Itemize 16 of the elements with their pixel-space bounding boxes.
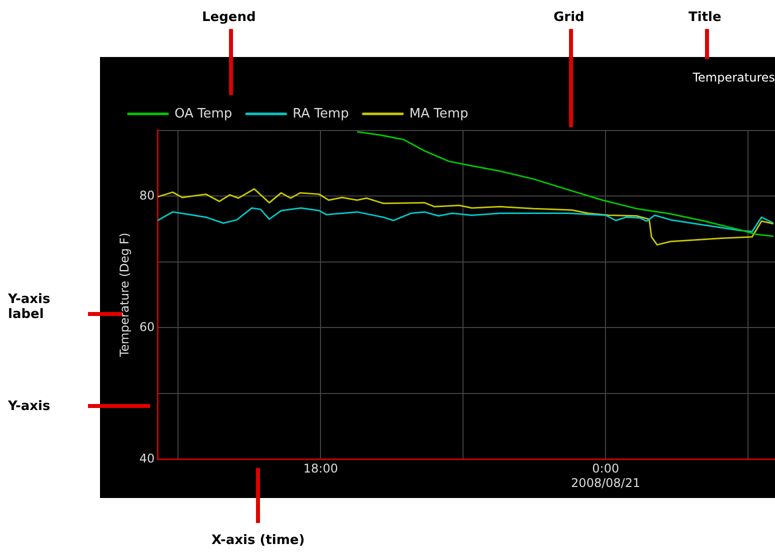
y-tick-label: 60 <box>139 320 155 334</box>
x-tick-label: 18:00 <box>303 462 338 476</box>
legend-label: OA Temp <box>174 106 232 122</box>
text: Legend <box>202 10 256 25</box>
x-tick-label: 0:00 2008/08/21 <box>571 462 640 490</box>
legend-label: RA Temp <box>292 106 349 122</box>
y-axis-title: Temperature (Deg F) <box>117 232 132 358</box>
text: Title <box>688 10 722 25</box>
text: Grid <box>554 10 584 25</box>
text: Y-axis label <box>8 292 52 322</box>
y-tick-label: 80 <box>139 188 155 202</box>
text: Y-axis <box>8 399 50 414</box>
chart-title: Temperatures <box>692 70 775 84</box>
text: X-axis (time) <box>212 533 305 548</box>
legend-label: MA Temp <box>409 106 468 122</box>
y-tick-label: 40 <box>139 451 155 466</box>
